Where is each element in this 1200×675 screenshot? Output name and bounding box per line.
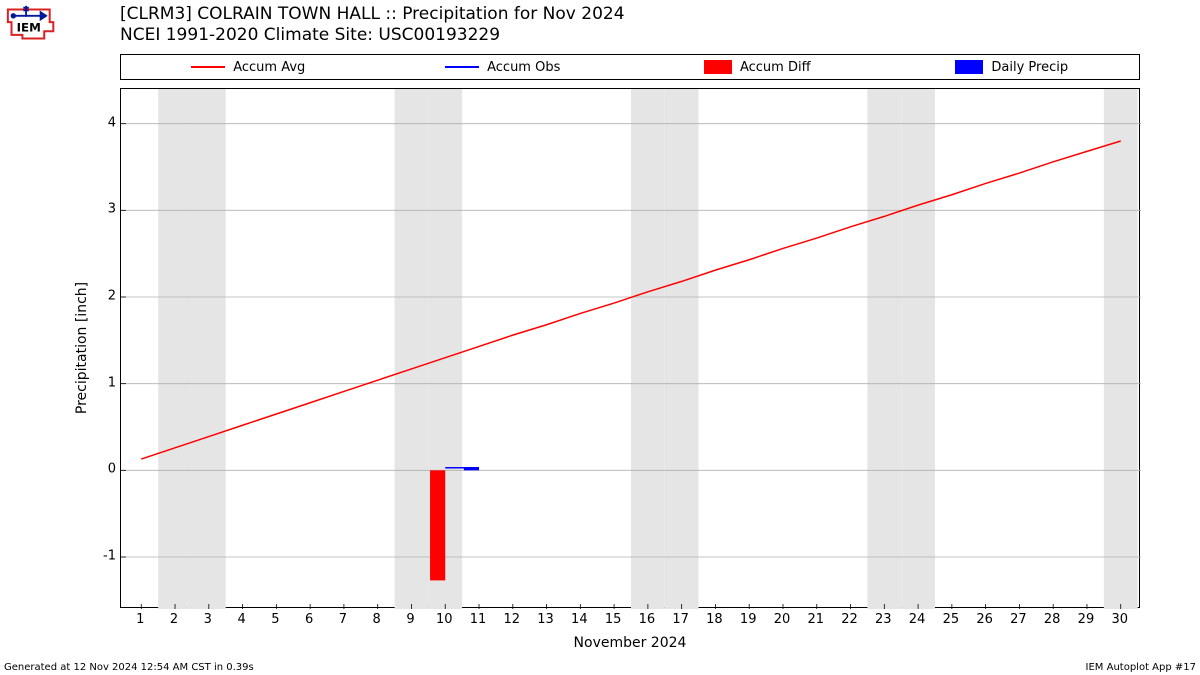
legend-patch-icon xyxy=(704,60,732,74)
x-tick: 28 xyxy=(1044,612,1061,627)
legend-item-accum-obs: Accum Obs xyxy=(376,60,631,75)
x-tick: 25 xyxy=(943,612,960,627)
x-tick: 14 xyxy=(571,612,588,627)
legend-label: Daily Precip xyxy=(991,60,1068,75)
x-axis-label: November 2024 xyxy=(120,635,1140,651)
title-line-1: [CLRM3] COLRAIN TOWN HALL :: Precipitati… xyxy=(120,4,625,25)
x-tick: 15 xyxy=(605,612,622,627)
x-tick: 4 xyxy=(237,612,245,627)
legend-line-icon xyxy=(191,66,225,68)
legend: Accum Avg Accum Obs Accum Diff Daily Precip xyxy=(120,54,1140,80)
title-line-2: NCEI 1991-2020 Climate Site: USC00193229 xyxy=(120,25,625,46)
x-tick: 3 xyxy=(204,612,212,627)
x-tick: 5 xyxy=(271,612,279,627)
y-tick: 3 xyxy=(108,202,116,217)
x-tick: 8 xyxy=(373,612,381,627)
legend-item-accum-diff: Accum Diff xyxy=(630,60,885,75)
footer-generated: Generated at 12 Nov 2024 12:54 AM CST in… xyxy=(4,662,254,673)
y-tick: 4 xyxy=(108,115,116,130)
x-tick: 22 xyxy=(841,612,858,627)
x-tick: 9 xyxy=(406,612,414,627)
y-tick: 1 xyxy=(108,375,116,390)
x-tick: 24 xyxy=(909,612,926,627)
x-tick: 20 xyxy=(774,612,791,627)
x-tick: 21 xyxy=(807,612,824,627)
x-tick: 19 xyxy=(740,612,757,627)
svg-text:IEM: IEM xyxy=(17,20,41,34)
x-tick: 16 xyxy=(639,612,656,627)
y-tick: -1 xyxy=(103,549,116,564)
x-tick: 7 xyxy=(339,612,347,627)
x-tick: 2 xyxy=(170,612,178,627)
y-tick: 2 xyxy=(108,289,116,304)
legend-patch-icon xyxy=(955,60,983,74)
x-tick: 27 xyxy=(1010,612,1027,627)
x-tick: 29 xyxy=(1078,612,1095,627)
legend-label: Accum Obs xyxy=(487,60,560,75)
plot-area xyxy=(120,88,1140,608)
legend-line-icon xyxy=(445,66,479,68)
x-tick: 23 xyxy=(875,612,892,627)
y-tick: 0 xyxy=(108,462,116,477)
legend-label: Accum Diff xyxy=(740,60,811,75)
x-tick: 1 xyxy=(136,612,144,627)
legend-label: Accum Avg xyxy=(233,60,305,75)
y-axis-label: Precipitation [inch] xyxy=(74,88,90,608)
iem-logo: IEM xyxy=(4,4,59,44)
x-tick: 17 xyxy=(672,612,689,627)
chart-title: [CLRM3] COLRAIN TOWN HALL :: Precipitati… xyxy=(120,4,625,47)
x-tick: 26 xyxy=(976,612,993,627)
footer-app: IEM Autoplot App #17 xyxy=(1086,662,1196,673)
legend-item-accum-avg: Accum Avg xyxy=(121,60,376,75)
legend-item-daily-precip: Daily Precip xyxy=(885,60,1140,75)
x-tick: 30 xyxy=(1111,612,1128,627)
x-tick: 6 xyxy=(305,612,313,627)
x-tick: 11 xyxy=(470,612,487,627)
x-tick: 13 xyxy=(537,612,554,627)
x-tick: 10 xyxy=(436,612,453,627)
x-tick: 12 xyxy=(504,612,521,627)
x-tick: 18 xyxy=(706,612,723,627)
